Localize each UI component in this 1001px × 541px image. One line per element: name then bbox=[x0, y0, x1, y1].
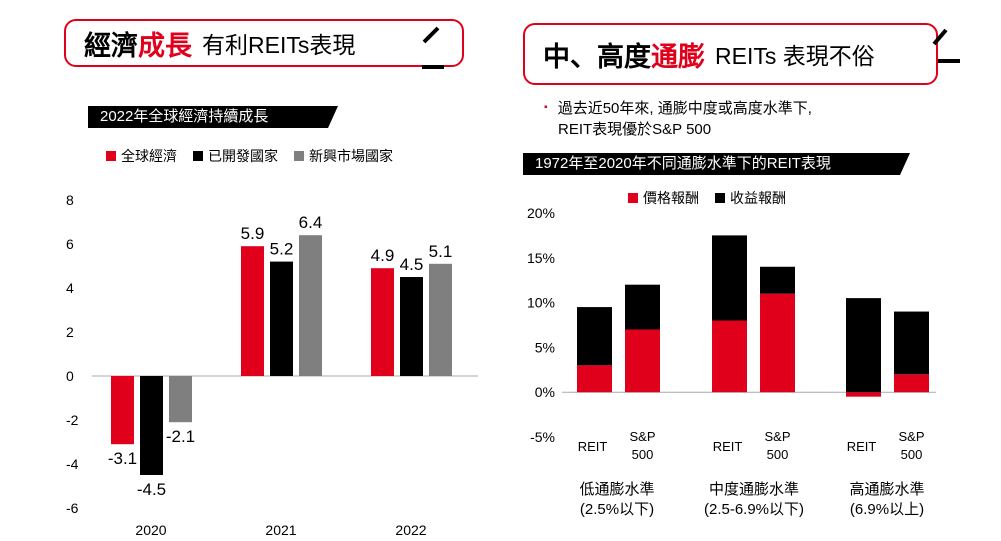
right-legend: 價格報酬 收益報酬 bbox=[628, 188, 802, 208]
y-tick-label-2: 10% bbox=[527, 295, 555, 311]
y-tick-label-3: 2 bbox=[66, 324, 74, 340]
bar-label-0-line1: REIT bbox=[578, 439, 608, 454]
legend-item-global: 全球經濟 bbox=[106, 146, 177, 166]
legend-swatch-emerging bbox=[294, 151, 304, 161]
legend-label-developed: 已開發國家 bbox=[208, 148, 278, 164]
x-tick-label-2022: 2022 bbox=[395, 522, 426, 538]
bar-price-5 bbox=[894, 374, 929, 393]
y-tick-label-2: 4 bbox=[66, 280, 74, 296]
bar-2020-series-2 bbox=[169, 376, 192, 423]
bar-income-3 bbox=[760, 266, 795, 294]
data-label-2020-series-2: -2.1 bbox=[166, 427, 195, 446]
legend-label-price: 價格報酬 bbox=[643, 190, 699, 206]
y-tick-label-1: 15% bbox=[527, 250, 555, 266]
legend-label-income: 收益報酬 bbox=[730, 190, 786, 206]
bar-label-1-line1: S&P bbox=[629, 429, 655, 444]
right-title-accent-icon bbox=[932, 28, 960, 63]
bar-label-5-line1: S&P bbox=[898, 429, 924, 444]
bar-label-3-line1: S&P bbox=[764, 429, 790, 444]
y-tick-label-6: -4 bbox=[66, 456, 79, 472]
left-title-accent-icon bbox=[422, 26, 444, 69]
bar-income-2 bbox=[712, 235, 747, 321]
bar-2022-series-2 bbox=[429, 263, 452, 376]
inflation-reit-chart: 20% 15% 10% 5% 0% -5% REIT S&P 500 REIT S&P 500 REIT… bbox=[527, 205, 936, 518]
legend-item-income: 收益報酬 bbox=[715, 188, 786, 208]
y-tick-label-0: 8 bbox=[66, 192, 74, 208]
bar-label-2-line1: REIT bbox=[713, 439, 743, 454]
bar-price-4 bbox=[846, 392, 881, 397]
legend-swatch-price bbox=[628, 193, 638, 203]
group-label-0-line2: (2.5%以下) bbox=[580, 501, 654, 518]
bullet-line-2: REIT表現優於S&P 500 bbox=[558, 121, 712, 138]
y-tick-label-0: 20% bbox=[527, 205, 555, 221]
bar-2020-series-1 bbox=[140, 376, 163, 475]
left-title-box: 經濟 成長 有利REITs表現 bbox=[64, 19, 464, 67]
bar-label-4-line1: REIT bbox=[847, 439, 877, 454]
x-tick-label-2020: 2020 bbox=[135, 522, 166, 538]
bullet-line-1: 過去近50年來, 通膨中度或高度水準下, bbox=[557, 100, 812, 117]
right-bullet: ▪ 過去近50年來, 通膨中度或高度水準下, REIT表現優於S&P 500 bbox=[544, 97, 812, 140]
bar-2022-series-0 bbox=[371, 268, 394, 376]
left-title-part1: 經濟 bbox=[84, 30, 138, 61]
bar-price-2 bbox=[712, 320, 747, 393]
legend-label-emerging: 新興市場國家 bbox=[309, 148, 393, 164]
right-title-part2: 通膨 bbox=[651, 41, 705, 72]
legend-swatch-income bbox=[715, 193, 725, 203]
bar-2020-series-0 bbox=[111, 376, 134, 445]
left-legend: 全球經濟 已開發國家 新興市場國家 bbox=[106, 146, 409, 166]
bar-price-0 bbox=[577, 365, 612, 393]
y-tick-label-3: 5% bbox=[535, 339, 555, 355]
legend-item-developed: 已開發國家 bbox=[193, 146, 278, 166]
left-title-part2: 成長 bbox=[138, 30, 192, 61]
bar-income-5 bbox=[894, 311, 929, 375]
legend-label-global: 全球經濟 bbox=[121, 148, 177, 164]
right-banner: 1972年至2020年不同通膨水準下的REIT表現 bbox=[523, 153, 910, 175]
legend-item-price: 價格報酬 bbox=[628, 188, 699, 208]
bar-label-3-line2: 500 bbox=[767, 447, 789, 462]
y-tick-label-4: 0 bbox=[66, 368, 74, 384]
group-label-0-line1: 低通膨水準 bbox=[579, 481, 654, 498]
y-tick-label-5: -5% bbox=[530, 429, 555, 445]
group-label-1-line1: 中度通膨水準 bbox=[709, 481, 799, 498]
bullet-mark: ▪ bbox=[544, 102, 548, 113]
data-label-2022-series-0: 4.9 bbox=[371, 246, 395, 265]
data-label-2022-series-1: 4.5 bbox=[400, 255, 424, 274]
bar-2021-series-2 bbox=[299, 235, 322, 376]
data-label-2020-series-0: -3.1 bbox=[108, 449, 137, 468]
y-tick-label-4: 0% bbox=[535, 384, 555, 400]
bar-income-1 bbox=[625, 284, 660, 330]
bar-2021-series-0 bbox=[241, 246, 264, 376]
left-banner: 2022年全球經濟持續成長 bbox=[88, 106, 338, 128]
group-label-2-line2: (6.9%以上) bbox=[850, 501, 924, 518]
legend-swatch-developed bbox=[193, 151, 203, 161]
y-tick-label-7: -6 bbox=[66, 500, 79, 516]
bar-price-3 bbox=[760, 293, 795, 393]
right-title-box: 中、高度 通膨 REITs 表現不俗 bbox=[523, 23, 938, 85]
legend-swatch-global bbox=[106, 151, 116, 161]
legend-item-emerging: 新興市場國家 bbox=[294, 146, 393, 166]
y-tick-label-1: 6 bbox=[66, 236, 74, 252]
bar-2021-series-1 bbox=[270, 261, 293, 376]
left-title-rest: 有利REITs表現 bbox=[202, 32, 356, 58]
data-label-2020-series-1: -4.5 bbox=[137, 480, 166, 499]
bar-label-5-line2: 500 bbox=[901, 447, 923, 462]
data-label-2021-series-1: 5.2 bbox=[270, 240, 294, 259]
bar-price-1 bbox=[625, 329, 660, 393]
y-tick-label-5: -2 bbox=[66, 412, 79, 428]
bar-income-4 bbox=[846, 298, 881, 393]
bar-income-0 bbox=[577, 307, 612, 366]
economic-growth-chart: 8 6 4 2 0 -2 -4 -6 -3.1 5.9 4.9 -4.5 5.2 4.5 -2.1 6.4 5.… bbox=[66, 192, 478, 538]
data-label-2021-series-2: 6.4 bbox=[299, 213, 323, 232]
right-title-rest: REITs 表現不俗 bbox=[715, 43, 875, 69]
bar-label-1-line2: 500 bbox=[632, 447, 654, 462]
group-label-2-line1: 高通膨水準 bbox=[849, 481, 924, 498]
right-title-part1: 中、高度 bbox=[543, 41, 651, 72]
group-label-1-line2: (2.5-6.9%以下) bbox=[704, 501, 804, 518]
x-tick-label-2021: 2021 bbox=[265, 522, 296, 538]
data-label-2022-series-2: 5.1 bbox=[429, 242, 453, 261]
data-label-2021-series-0: 5.9 bbox=[241, 224, 265, 243]
bar-2022-series-1 bbox=[400, 277, 423, 376]
